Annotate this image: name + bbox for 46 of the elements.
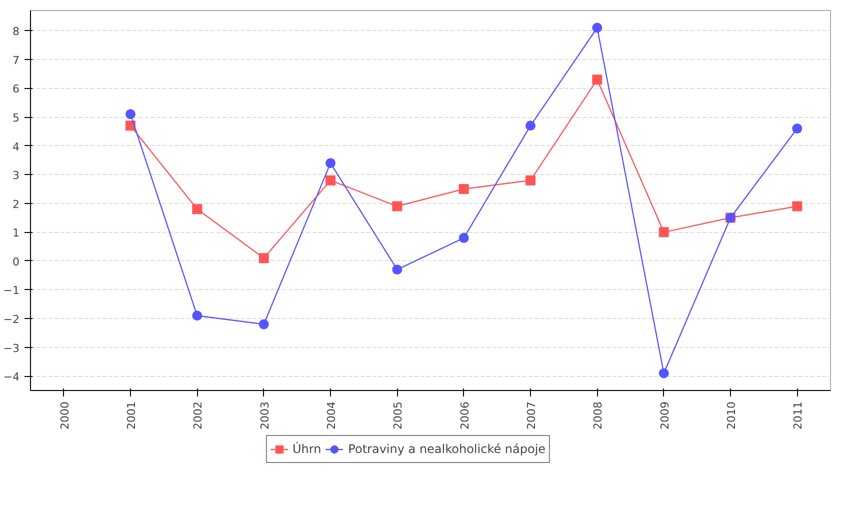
point [258,319,269,330]
y-tick-label: −3 [3,342,20,355]
point [658,227,669,238]
point [658,368,669,378]
x-tick-label: 2007 [525,401,538,430]
y-tick-label: −4 [3,370,20,384]
point [526,175,536,186]
point [526,120,536,131]
y-tick-label: 4 [12,140,20,154]
x-tick-label: 2006 [458,401,472,430]
point [326,175,336,186]
x-tick-label: 2001 [125,401,138,430]
x-tick-label: 2000 [58,401,72,430]
x-tick-label: 2004 [325,401,338,430]
point [392,264,402,275]
point [392,201,402,212]
y-tick-label: 2 [12,198,20,211]
point [258,253,269,264]
point [458,232,469,243]
x-tick-label: 2009 [658,401,672,430]
y-tick-label: 0 [12,255,20,268]
x-tick-label: 2008 [592,401,605,430]
legend-label: Úhrn [292,442,322,456]
y-tick-label: 7 [12,54,20,67]
point [592,22,602,33]
y-tick-label: 8 [12,25,20,38]
x-tick-label: 2002 [192,401,205,430]
point [792,124,802,134]
x-tick-label: 2003 [258,401,272,430]
point [192,204,202,214]
y-tick-label: 3 [12,169,20,182]
x-tick-label: 2011 [792,401,805,430]
point [792,201,802,212]
point [458,184,469,194]
point [592,74,602,85]
point [326,158,336,168]
legend-label: Potraviny a nealkoholické nápoje [348,442,546,456]
x-tick-label: 2005 [392,401,405,430]
y-tick-label: −2 [3,313,20,326]
y-tick-label: 6 [12,82,20,96]
y-tick-label: 1 [12,226,20,240]
point [192,310,202,321]
y-tick-label: 5 [12,112,20,125]
point [126,109,136,120]
x-tick-label: 2010 [725,401,738,430]
y-tick-label: −1 [3,284,20,298]
